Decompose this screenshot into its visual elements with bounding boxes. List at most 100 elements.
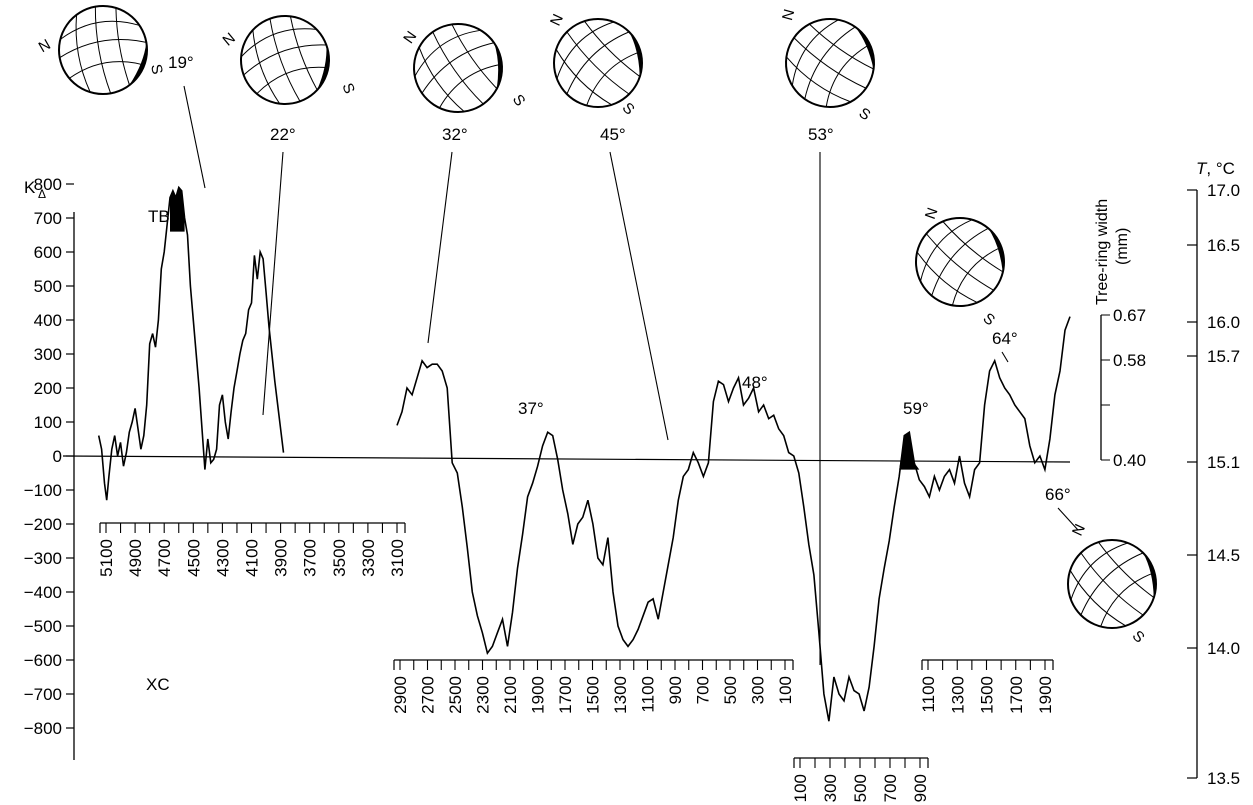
leader-line-1 xyxy=(262,151,284,416)
temperature-tick-label-4: 15.1 xyxy=(1207,453,1240,472)
left-tick-label-7: 100 xyxy=(34,413,62,432)
time-tick-label: 4500 xyxy=(184,539,203,577)
left-tick-label-12: −400 xyxy=(24,583,62,602)
left-tick-label-2: 600 xyxy=(34,243,62,262)
stereonet-north-label: N xyxy=(400,28,420,47)
time-tick-label: 4900 xyxy=(126,539,145,577)
stereonet-south-label: S xyxy=(856,104,874,124)
series-layer xyxy=(97,185,1071,722)
angle-label-7: 59° xyxy=(903,399,929,418)
time-tick-label: 500 xyxy=(721,676,740,704)
leader-line-3 xyxy=(609,151,669,441)
time-tick-label: 2300 xyxy=(474,676,493,714)
temperature-tick-label-7: 13.5 xyxy=(1207,769,1240,788)
time-tick-label: 3700 xyxy=(301,539,320,577)
time-tick-label: 1700 xyxy=(1007,676,1026,714)
region-label-xc: XC xyxy=(146,675,170,694)
time-tick-label: 5100 xyxy=(97,539,116,577)
tree-ring-label-line2: (mm) xyxy=(1114,228,1131,265)
angle-label-4: 53° xyxy=(808,125,834,144)
leader-line-9 xyxy=(1057,507,1079,531)
angle-label-9: 66° xyxy=(1045,485,1071,504)
stereonet-north-label: N xyxy=(779,7,798,22)
temperature-tick-label-1: 16.5 xyxy=(1207,236,1240,255)
left-tick-label-9: −100 xyxy=(24,481,62,500)
stereonet-1: NS xyxy=(219,2,358,118)
highlight-59 xyxy=(899,432,920,470)
time-tick-label: 3900 xyxy=(272,539,291,577)
temperature-tick-label-5: 14.5 xyxy=(1207,546,1240,565)
angle-label-6: 48° xyxy=(742,373,768,392)
stereonet-0: NS xyxy=(36,0,166,102)
left-axis: K Δ 800 700 600 500 400 300 200 100 0 −100 −200 −30… xyxy=(24,175,75,760)
time-tick-label: 300 xyxy=(749,676,768,704)
stereonet-north-label: N xyxy=(547,12,567,29)
time-axis-ad-late: 1100 1300 1500 1700 1900 xyxy=(919,659,1055,714)
left-tick-label-10: −200 xyxy=(24,515,62,534)
time-axes: 5100 4900 4700 4500 4300 4100 3900 3700 3500 3300… xyxy=(97,522,1055,802)
temperature-tick-label-0: 17.0 xyxy=(1207,181,1240,200)
time-tick-label: 1100 xyxy=(919,676,938,713)
stereonet-south-label: S xyxy=(147,63,165,76)
time-tick-label: 100 xyxy=(776,676,795,704)
region-label-tb: TB xyxy=(148,207,170,226)
time-tick-label: 100 xyxy=(791,774,810,802)
angle-label-1: 22° xyxy=(270,125,296,144)
time-tick-label: 1900 xyxy=(1036,676,1055,714)
time-tick-label: 4700 xyxy=(155,539,174,577)
stereonet-south-label: S xyxy=(619,99,638,118)
time-axis-bc-lower: 2900 2700 2500 2300 2100 1900 1700 1500 1300 1100… xyxy=(391,659,795,714)
stereonet-south-label: S xyxy=(980,310,999,329)
time-tick-label: 1900 xyxy=(529,676,548,714)
left-tick-label-5: 300 xyxy=(34,345,62,364)
left-tick-label-14: −600 xyxy=(24,651,62,670)
angle-label-2: 32° xyxy=(442,125,468,144)
stereonet-north-label: N xyxy=(922,205,942,221)
stereonet-3: NS xyxy=(534,0,662,127)
left-tick-label-4: 400 xyxy=(34,311,62,330)
time-tick-label: 1700 xyxy=(556,676,575,714)
tree-ring-axis: Tree-ring width (mm) 0.67 0.58 0.40 xyxy=(1094,199,1146,470)
left-tick-label-15: −700 xyxy=(24,685,62,704)
time-tick-label: 2900 xyxy=(391,676,410,714)
left-tick-label-3: 500 xyxy=(34,277,62,296)
left-axis-label: K xyxy=(24,178,36,197)
left-tick-label-13: −500 xyxy=(24,617,62,636)
time-axis-ad-early: 100 300 500 700 900 xyxy=(791,757,930,802)
left-tick-label-16: −800 xyxy=(24,719,62,738)
time-tick-label: 4300 xyxy=(213,539,232,577)
time-tick-label: 4100 xyxy=(243,539,262,577)
angle-label-5: 37° xyxy=(518,399,544,418)
stereonet-north-label: N xyxy=(219,30,238,50)
angle-label-0: 19° xyxy=(168,53,194,72)
time-tick-label: 1500 xyxy=(978,676,997,714)
temperature-tick-label-3: 15.7 xyxy=(1207,347,1240,366)
left-tick-label-11: −300 xyxy=(24,549,62,568)
time-tick-label: 3300 xyxy=(359,539,378,577)
time-tick-label: 1300 xyxy=(948,676,967,714)
temperature-tick-label-6: 14.0 xyxy=(1207,639,1240,658)
stereonet-4: NS xyxy=(767,0,893,126)
stereonet-south-label: S xyxy=(1129,627,1148,646)
time-tick-label: 1500 xyxy=(584,676,603,714)
series-line-1 xyxy=(396,316,1071,722)
left-tick-label-0: 800 xyxy=(34,175,62,194)
left-tick-label-6: 200 xyxy=(34,379,62,398)
left-tick-label-1: 700 xyxy=(34,209,62,228)
time-tick-label: 2100 xyxy=(501,676,520,714)
time-axis-bc-upper: 5100 4900 4700 4500 4300 4100 3900 3700 3500 3300… xyxy=(97,522,407,577)
time-tick-label: 3100 xyxy=(388,539,407,577)
time-tick-label: 700 xyxy=(694,676,713,704)
stereonet-north-label: N xyxy=(36,36,54,56)
time-tick-label: 1100 xyxy=(639,676,658,713)
stereonet-2: NS xyxy=(395,5,529,131)
left-tick-label-8: 0 xyxy=(53,447,62,466)
tree-ring-label-line1: Tree-ring width xyxy=(1094,199,1111,305)
time-tick-label: 700 xyxy=(881,774,900,802)
stereonet-north-label: N xyxy=(1069,522,1089,539)
left-axis-label-sub: Δ xyxy=(38,187,46,201)
series-line-0 xyxy=(97,185,285,501)
time-tick-label: 1300 xyxy=(611,676,630,714)
time-tick-label: 900 xyxy=(911,774,930,802)
highlight-tb xyxy=(170,187,185,232)
